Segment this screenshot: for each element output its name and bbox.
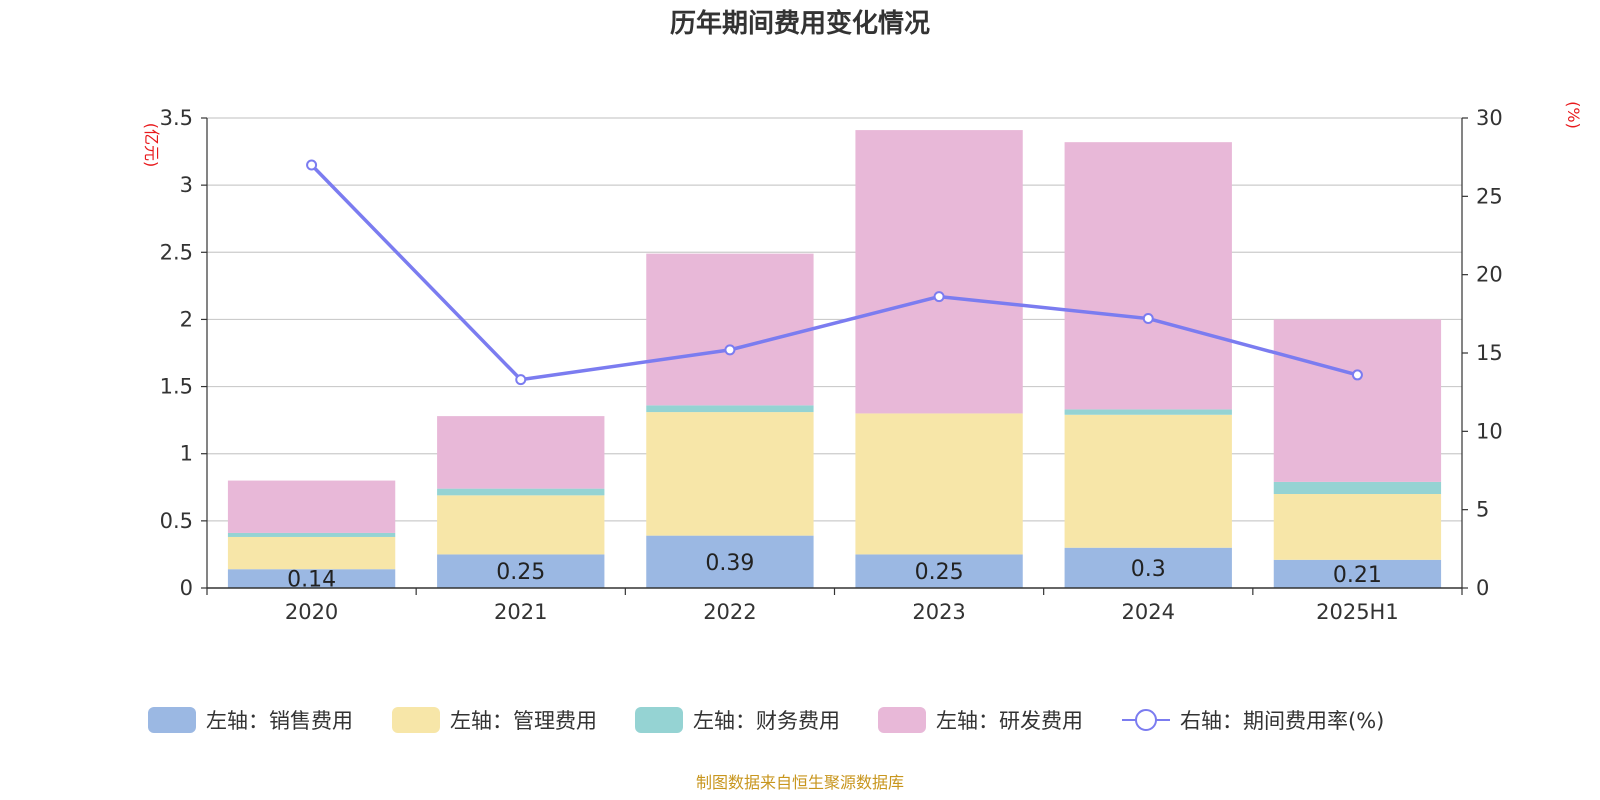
legend-label: 左轴：财务费用	[693, 709, 840, 733]
bar-segment	[1064, 547, 1232, 588]
bar-segment	[1064, 142, 1232, 410]
left-tick-label: 2.5	[160, 240, 193, 264]
bar-segment	[646, 535, 814, 588]
bar-segment	[437, 554, 605, 588]
bar-data-label: 0.21	[1333, 563, 1382, 588]
legend-label: 左轴：销售费用	[206, 709, 353, 733]
bar-segment	[227, 480, 396, 533]
bar-segment	[227, 532, 396, 537]
rate-point	[306, 159, 318, 171]
bar-layer	[227, 130, 1442, 588]
bar-segment	[1273, 319, 1442, 482]
rate-point	[933, 291, 945, 303]
left-tick-label: 2	[180, 307, 193, 331]
bar-data-label: 0.3	[1131, 557, 1166, 582]
bar-segment	[855, 554, 1023, 588]
x-tick-label: 2023	[912, 600, 965, 624]
left-tick-label: 0.5	[160, 509, 193, 533]
right-axis-unit: (%)	[1564, 101, 1583, 129]
bar-segment	[1273, 559, 1442, 588]
left-tick-label: 1.5	[160, 375, 193, 399]
bar-segment	[437, 488, 605, 496]
rate-point	[515, 374, 527, 386]
grid-lines	[207, 117, 1462, 522]
label-layer: 0.14 0.25 0.39 0.25 0.3 0.21	[287, 551, 1382, 593]
bar-data-label: 0.14	[287, 568, 336, 593]
right-tick-label: 15	[1476, 341, 1503, 365]
rate-point	[1142, 313, 1154, 325]
legend-swatch	[148, 707, 196, 733]
chart-title: 历年期间费用变化情况	[670, 8, 930, 39]
legend-swatch	[392, 707, 440, 733]
legend-swatch	[635, 707, 683, 733]
bar-segment	[855, 413, 1023, 555]
legend-label: 左轴：管理费用	[450, 709, 597, 733]
legend: 左轴：销售费用 左轴：管理费用 左轴：财务费用 左轴：研发费用 右轴：期间费用率(%)	[148, 707, 1384, 733]
bar-segment	[1064, 414, 1232, 548]
x-tick-label: 2024	[1122, 600, 1175, 624]
bar-segment	[646, 405, 814, 413]
bar-data-label: 0.25	[915, 560, 964, 585]
bar-data-label: 0.25	[496, 560, 545, 585]
legend-marker	[1135, 709, 1157, 731]
x-tick-label: 2025H1	[1316, 600, 1399, 624]
right-tick-label: 25	[1476, 184, 1503, 208]
rate-point	[1351, 369, 1363, 381]
bar-segment	[855, 130, 1023, 414]
bar-segment	[1273, 494, 1442, 560]
x-tick-label: 2020	[285, 600, 338, 624]
bar-segment	[437, 495, 605, 555]
left-tick-label: 3	[180, 173, 193, 197]
bar-segment	[227, 536, 396, 570]
legend-swatch	[878, 707, 926, 733]
x-tick-label: 2022	[703, 600, 756, 624]
right-tick-label: 5	[1476, 498, 1489, 522]
left-tick-label: 0	[180, 576, 193, 600]
right-tick-label: 30	[1476, 106, 1503, 130]
bar-segment	[1273, 481, 1442, 494]
left-axis-unit: (亿元)	[142, 123, 161, 168]
bar-segment	[227, 569, 396, 588]
rate-line	[310, 163, 1358, 382]
left-tick-label: 3.5	[160, 106, 193, 130]
bar-segment	[437, 416, 605, 489]
x-tick-label: 2021	[494, 600, 547, 624]
right-tick-label: 10	[1476, 419, 1503, 443]
legend-label: 右轴：期间费用率(%)	[1180, 709, 1384, 733]
bar-segment	[1064, 409, 1232, 415]
bar-segment	[646, 412, 814, 536]
source-note: 制图数据来自恒生聚源数据库	[696, 773, 904, 792]
legend-label: 左轴：研发费用	[936, 709, 1083, 733]
bar-segment	[646, 253, 814, 406]
axes-layer: 0 0.5 1 1.5 2 2.5 3 3.5 0 5 10 15 20 25 30 2020 2021 2022…	[160, 106, 1503, 624]
left-tick-label: 1	[180, 442, 193, 466]
right-tick-label: 20	[1476, 263, 1503, 287]
bar-data-label: 0.39	[705, 551, 754, 576]
rate-point	[724, 344, 736, 356]
right-tick-label: 0	[1476, 576, 1489, 600]
line-layer	[306, 159, 1363, 386]
